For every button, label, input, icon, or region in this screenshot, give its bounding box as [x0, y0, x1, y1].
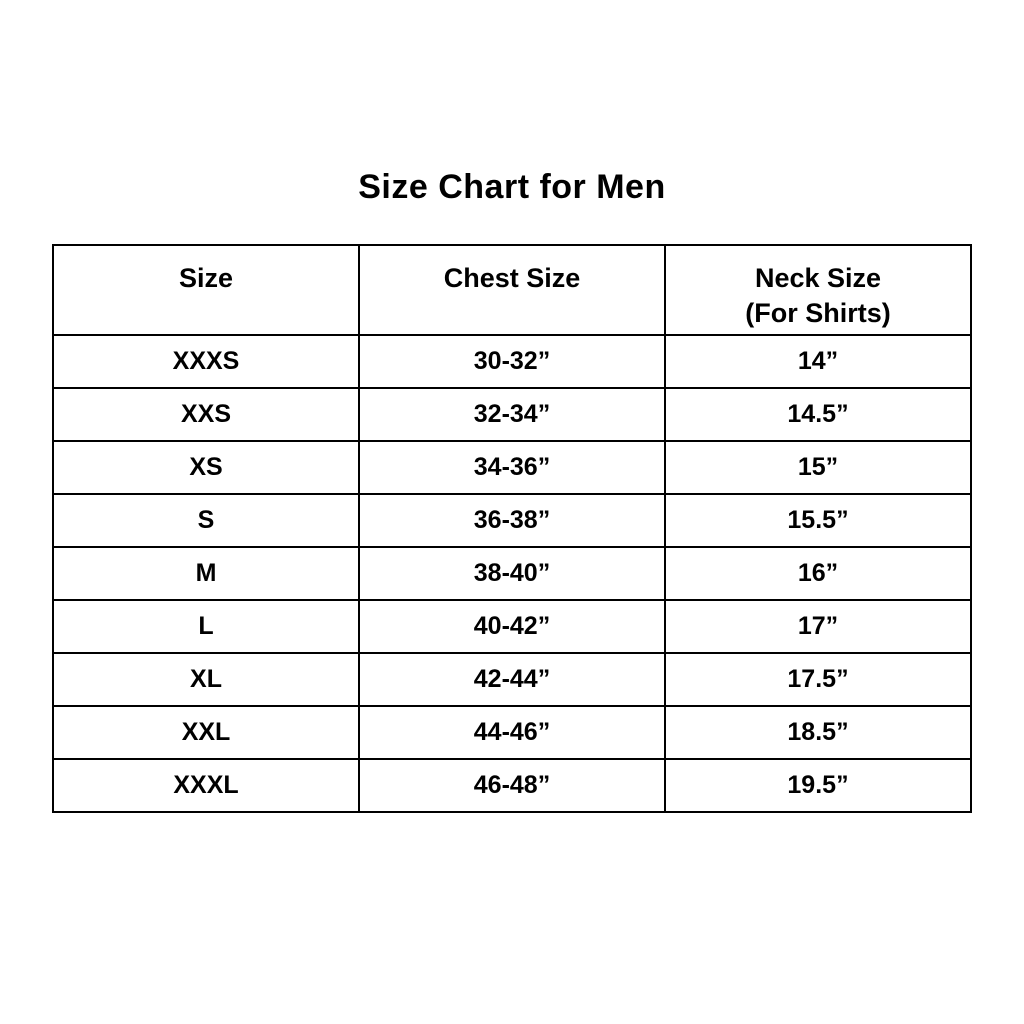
cell-chest: 40-42” [358, 599, 666, 654]
cell-chest: 38-40” [358, 546, 666, 601]
cell-neck: 19.5” [664, 758, 972, 813]
cell-size: L [52, 599, 360, 654]
cell-neck: 15.5” [664, 493, 972, 548]
cell-chest: 34-36” [358, 440, 666, 495]
table-row-xxxs: XXXS 30-32” 14” [52, 334, 972, 389]
table-row-s: S 36-38” 15.5” [52, 493, 972, 548]
cell-neck: 14” [664, 334, 972, 389]
cell-chest: 36-38” [358, 493, 666, 548]
table-row-xxl: XXL 44-46” 18.5” [52, 705, 972, 760]
header-size-label: Size [178, 263, 234, 293]
cell-neck: 14.5” [664, 387, 972, 442]
header-cell-size: Size [52, 244, 360, 336]
cell-neck: 16” [664, 546, 972, 601]
page-title: Size Chart for Men [358, 168, 666, 206]
size-chart-table: Size Chest Size Neck Size (For Shirts) X… [52, 244, 972, 813]
cell-size: M [52, 546, 360, 601]
header-chest-size-label: Chest Size [443, 263, 581, 293]
cell-size: XS [52, 440, 360, 495]
cell-neck: 17” [664, 599, 972, 654]
header-neck-size-label: Neck Size [754, 263, 882, 293]
table-row-xl: XL 42-44” 17.5” [52, 652, 972, 707]
cell-size: XXXL [52, 758, 360, 813]
table-row-xxxl: XXXL 46-48” 19.5” [52, 758, 972, 813]
cell-neck: 17.5” [664, 652, 972, 707]
cell-size: XXS [52, 387, 360, 442]
cell-chest: 46-48” [358, 758, 666, 813]
table-row-l: L 40-42” 17” [52, 599, 972, 654]
cell-chest: 32-34” [358, 387, 666, 442]
table-row-xs: XS 34-36” 15” [52, 440, 972, 495]
header-cell-neck-size: Neck Size (For Shirts) [664, 244, 972, 336]
header-row: Size Chest Size Neck Size (For Shirts) [52, 244, 972, 336]
table-row-xxs: XXS 32-34” 14.5” [52, 387, 972, 442]
cell-chest: 42-44” [358, 652, 666, 707]
cell-chest: 44-46” [358, 705, 666, 760]
cell-size: XXL [52, 705, 360, 760]
cell-size: XXXS [52, 334, 360, 389]
cell-size: XL [52, 652, 360, 707]
cell-chest: 30-32” [358, 334, 666, 389]
cell-size: S [52, 493, 360, 548]
cell-neck: 18.5” [664, 705, 972, 760]
header-cell-chest-size: Chest Size [358, 244, 666, 336]
cell-neck: 15” [664, 440, 972, 495]
table-row-m: M 38-40” 16” [52, 546, 972, 601]
header-neck-size-sublabel: (For Shirts) [745, 298, 891, 329]
